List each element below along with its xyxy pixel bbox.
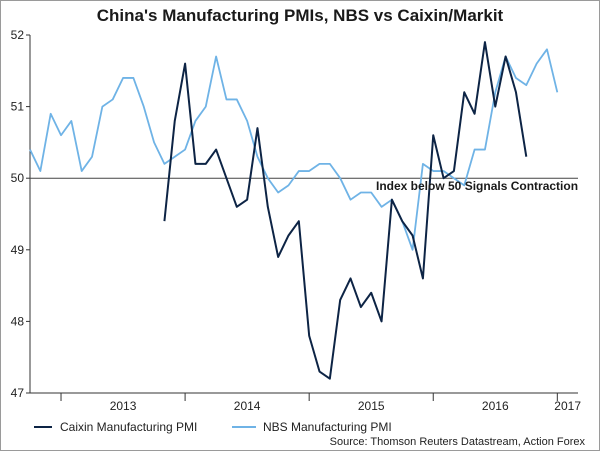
y-tick-label: 47: [11, 386, 25, 400]
source-note: Source: Thomson Reuters Datastream, Acti…: [330, 436, 586, 448]
y-tick-label: 52: [11, 28, 25, 42]
legend-label-nbs: NBS Manufacturing PMI: [263, 420, 392, 434]
legend: Caixin Manufacturing PMI NBS Manufacturi…: [34, 420, 392, 434]
caixin-series-line: [163, 41, 528, 380]
contraction-annotation: Index below 50 Signals Contraction: [376, 179, 578, 193]
y-tick-label: 50: [11, 171, 25, 185]
y-tick-label: 48: [11, 314, 25, 328]
y-tick-label: 49: [11, 243, 25, 257]
x-tick-label: 2016: [482, 399, 509, 413]
x-tick-label: 2013: [110, 399, 137, 413]
y-tick-label: 51: [11, 100, 25, 114]
series-layer: [29, 41, 559, 380]
legend-label-caixin: Caixin Manufacturing PMI: [60, 420, 197, 434]
x-tick-label: 2017: [554, 399, 581, 413]
x-tick-label: 2014: [234, 399, 261, 413]
x-tick-label: 2015: [358, 399, 385, 413]
chart-title: China's Manufacturing PMIs, NBS vs Caixi…: [97, 6, 504, 25]
nbs-series-line: [29, 48, 559, 251]
grid: 47 48 49 50 51 52 2013 2014 2015 2016 2017: [11, 28, 582, 413]
